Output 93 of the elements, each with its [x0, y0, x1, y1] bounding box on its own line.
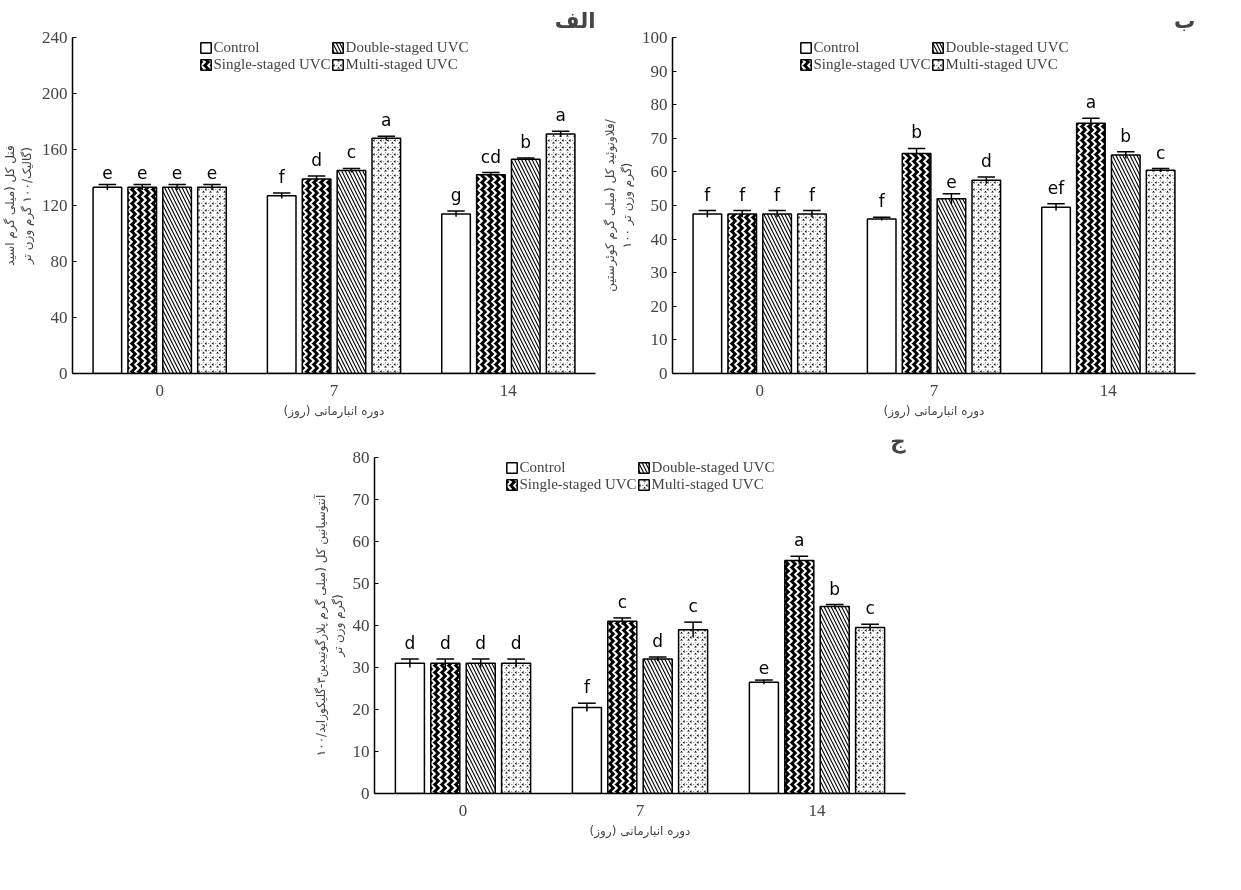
y-tick-label: 100 — [642, 28, 668, 47]
legend-label: Double-staged UVC — [945, 39, 1069, 56]
y-tick-label: 70 — [352, 490, 370, 509]
legend-label: Multi-staged UVC — [651, 476, 764, 493]
y-axis-title: فلاونوئید کل (میلی گرم کوئرستین/ ۱۰۰ گرم وزن تر) — [603, 118, 635, 292]
x-tick-label: 14 — [808, 800, 826, 820]
y-tick-label: 160 — [42, 140, 68, 159]
data-label: c — [865, 598, 875, 619]
data-label: f — [739, 184, 747, 205]
data-label: e — [758, 658, 770, 679]
x-tick-label: 14 — [1099, 380, 1118, 400]
y-tick-label: 80 — [50, 252, 68, 271]
x-axis-title: دوره انبارمانی (روز) — [589, 823, 691, 839]
y-tick-label: 240 — [42, 28, 68, 47]
x-axis-title: دوره انبارمانی (روز) — [283, 403, 385, 419]
data-label: f — [704, 184, 712, 205]
y-tick-label: 50 — [650, 196, 668, 215]
data-label: g — [450, 185, 462, 206]
x-axis-title: دوره انبارمانی (روز) — [883, 403, 985, 419]
data-label: d — [475, 633, 487, 654]
y-tick-label: 30 — [352, 658, 370, 677]
data-label: f — [278, 166, 286, 187]
y-tick-label: 10 — [352, 742, 370, 761]
data-label: a — [794, 530, 805, 551]
data-label: e — [102, 162, 113, 183]
data-label: f — [878, 191, 886, 212]
data-label: e — [946, 171, 957, 192]
data-label: a — [555, 105, 566, 126]
y-tick-label: 10 — [650, 330, 668, 350]
y-tick-label: 40 — [650, 229, 668, 249]
chart-title: الف — [554, 7, 596, 33]
data-label: ef — [1047, 177, 1066, 198]
data-label: e — [171, 162, 183, 183]
y-tick-label: 50 — [352, 574, 370, 593]
data-label: e — [206, 162, 218, 183]
data-label: d — [652, 631, 664, 651]
data-label: d — [980, 150, 992, 171]
legend-label: Single-staged UVC — [813, 56, 931, 73]
y-tick-label: 60 — [352, 532, 370, 551]
data-label: b — [829, 578, 841, 599]
data-label: b — [1120, 125, 1132, 146]
x-tick-label: 0 — [155, 380, 164, 400]
legend-label: Single-staged UVC — [519, 476, 637, 493]
legend-label: Multi-staged UVC — [345, 56, 458, 73]
data-label: a — [381, 110, 392, 131]
legend-label: Control — [813, 39, 860, 56]
x-tick-label: 0 — [458, 800, 468, 820]
data-label: c — [617, 591, 627, 612]
y-tick-label: 120 — [42, 196, 68, 215]
data-label: f — [583, 677, 591, 698]
y-tick-label: 0 — [659, 364, 668, 383]
y-tick-label: 80 — [650, 95, 668, 115]
data-label: d — [439, 633, 451, 654]
x-tick-label: 7 — [329, 380, 339, 400]
chart-title: ب — [1174, 7, 1196, 33]
chart-title: ج — [890, 427, 907, 454]
data-label: e — [137, 162, 148, 183]
y-tick-label: 0 — [59, 364, 68, 383]
legend-label: Multi-staged UVC — [945, 56, 1058, 73]
data-label: a — [1085, 92, 1097, 113]
legend-label: Control — [213, 39, 260, 56]
x-tick-label: 7 — [635, 800, 645, 820]
y-tick-label: 200 — [42, 84, 68, 103]
legend-label: Double-staged UVC — [651, 459, 775, 476]
data-label: d — [404, 633, 416, 654]
legend-label: Double-staged UVC — [345, 39, 469, 56]
y-tick-label: 70 — [650, 128, 668, 148]
y-tick-label: 80 — [352, 448, 370, 467]
data-label: f — [808, 184, 816, 205]
data-label: c — [1155, 142, 1166, 163]
y-axis-title: فنل کل (میلی گرم اسید گالیک/۱۰۰ گرم وزن تر) — [3, 145, 35, 266]
y-tick-label: 90 — [650, 61, 668, 81]
y-tick-label: 40 — [352, 616, 370, 635]
y-tick-label: 20 — [650, 296, 668, 316]
y-tick-label: 40 — [50, 308, 68, 327]
legend-label: Control — [519, 459, 566, 476]
x-tick-label: 0 — [755, 380, 764, 400]
data-label: d — [510, 633, 522, 654]
y-axis-title: آنتوسیانین کل (میلی گرم پلارگونیدین۳-گلیکوزاید/۱۰۰ گرم وزن تر) — [312, 494, 346, 757]
x-tick-label: 14 — [499, 380, 518, 400]
data-label: b — [911, 122, 922, 143]
data-label: cd — [480, 146, 501, 167]
legend-label: Single-staged UVC — [213, 56, 331, 73]
data-label: b — [520, 131, 532, 152]
x-tick-label: 7 — [929, 380, 939, 400]
data-label: d — [311, 150, 322, 171]
y-tick-label: 30 — [650, 263, 668, 283]
data-label: f — [774, 184, 782, 205]
y-tick-label: 60 — [650, 162, 668, 182]
data-label: c — [346, 142, 357, 163]
data-label: c — [688, 596, 698, 617]
y-tick-label: 20 — [352, 700, 370, 719]
y-tick-label: 0 — [361, 784, 370, 803]
